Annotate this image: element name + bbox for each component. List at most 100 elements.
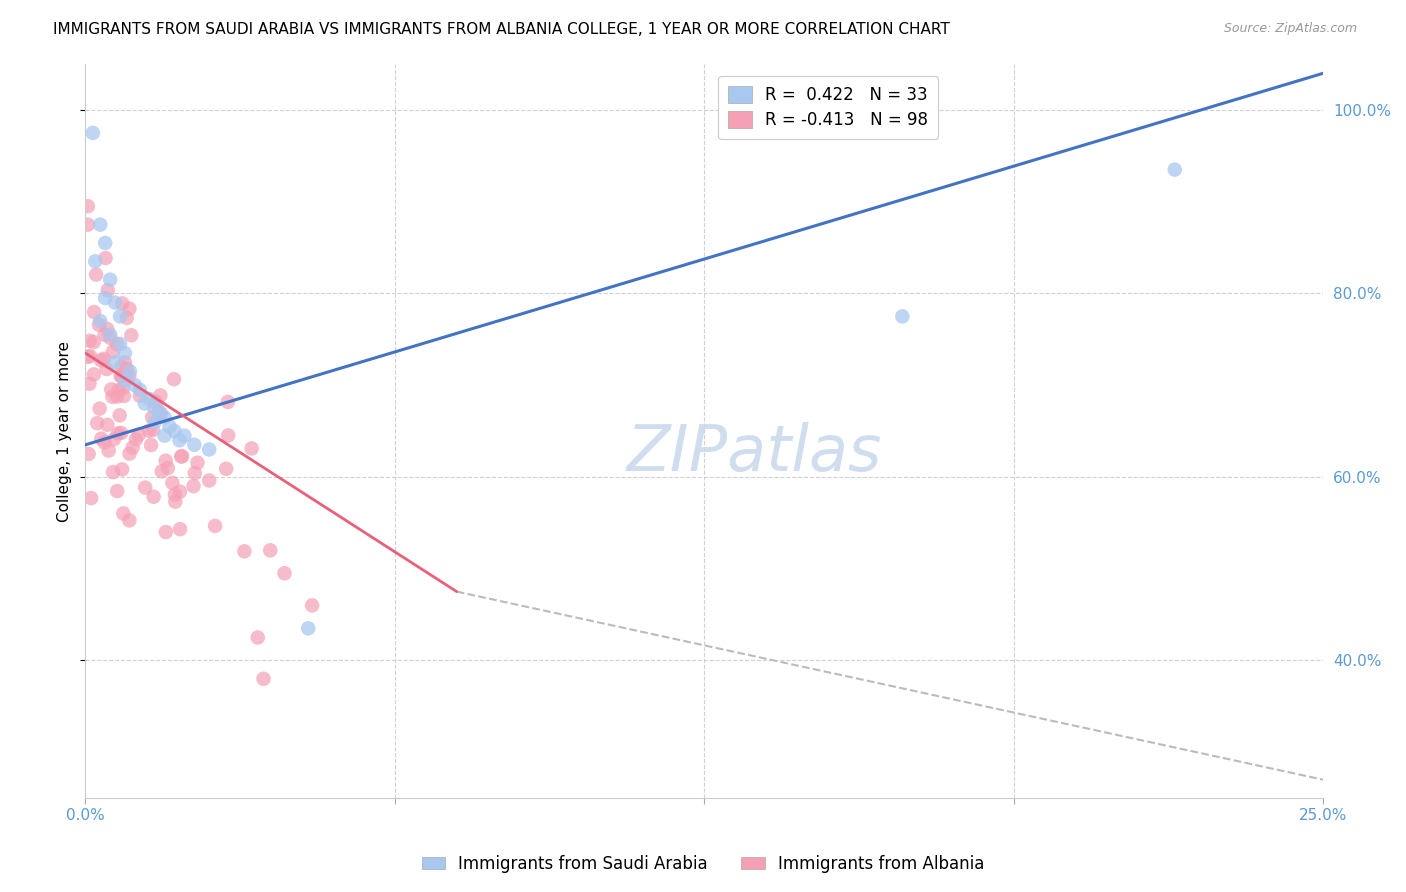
- Point: [77, 447, 100, 461]
- Point: [82, 126, 104, 140]
- Point: [143, 415, 166, 429]
- Point: [118, 447, 141, 461]
- Point: [108, 409, 131, 423]
- Point: [115, 361, 138, 376]
- Point: [94, 251, 117, 265]
- Point: [105, 337, 128, 351]
- Point: [89, 314, 111, 328]
- Point: [252, 672, 274, 686]
- Point: [125, 433, 148, 447]
- Point: [104, 295, 127, 310]
- Point: [107, 426, 129, 441]
- Point: [79, 334, 101, 348]
- Point: [104, 355, 127, 369]
- Point: [112, 367, 135, 381]
- Point: [94, 291, 117, 305]
- Legend: Immigrants from Saudi Arabia, Immigrants from Albania: Immigrants from Saudi Arabia, Immigrants…: [415, 848, 991, 880]
- Point: [105, 484, 128, 499]
- Point: [155, 453, 177, 467]
- Text: Source: ZipAtlas.com: Source: ZipAtlas.com: [1223, 22, 1357, 36]
- Point: [173, 428, 195, 442]
- Point: [240, 442, 263, 456]
- Point: [93, 327, 115, 342]
- Point: [145, 395, 167, 409]
- Point: [118, 369, 141, 384]
- Point: [86, 416, 108, 430]
- Point: [120, 328, 142, 343]
- Point: [129, 389, 152, 403]
- Point: [297, 621, 319, 635]
- Point: [184, 466, 207, 480]
- Point: [128, 383, 150, 397]
- Point: [89, 218, 111, 232]
- Point: [128, 427, 150, 442]
- Point: [84, 254, 107, 268]
- Point: [172, 450, 194, 464]
- Point: [98, 327, 121, 342]
- Point: [87, 318, 110, 332]
- Point: [111, 462, 134, 476]
- Point: [84, 268, 107, 282]
- Point: [139, 438, 162, 452]
- Point: [149, 388, 172, 402]
- Point: [103, 433, 125, 447]
- Point: [153, 428, 176, 442]
- Text: IMMIGRANTS FROM SAUDI ARABIA VS IMMIGRANTS FROM ALBANIA COLLEGE, 1 YEAR OR MORE : IMMIGRANTS FROM SAUDI ARABIA VS IMMIGRAN…: [53, 22, 950, 37]
- Point: [96, 322, 118, 336]
- Point: [183, 479, 205, 493]
- Point: [83, 368, 105, 382]
- Point: [111, 381, 134, 395]
- Point: [111, 296, 134, 310]
- Point: [163, 487, 186, 501]
- Point: [143, 401, 166, 416]
- Point: [150, 464, 173, 478]
- Point: [114, 355, 136, 369]
- Point: [139, 392, 162, 406]
- Point: [134, 396, 156, 410]
- Point: [301, 599, 323, 613]
- Point: [96, 417, 118, 432]
- Point: [118, 364, 141, 378]
- Point: [93, 435, 115, 450]
- Point: [80, 491, 103, 505]
- Point: [121, 441, 143, 455]
- Point: [273, 566, 295, 581]
- Point: [90, 432, 112, 446]
- Point: [259, 543, 281, 558]
- Point: [112, 507, 135, 521]
- Point: [198, 442, 221, 457]
- Point: [101, 465, 124, 479]
- Point: [112, 389, 135, 403]
- Point: [79, 349, 101, 363]
- Point: [94, 235, 117, 250]
- Point: [156, 461, 179, 475]
- Point: [110, 369, 132, 384]
- Point: [98, 273, 121, 287]
- Point: [1164, 162, 1187, 177]
- Point: [79, 376, 101, 391]
- Point: [134, 481, 156, 495]
- Point: [108, 310, 131, 324]
- Point: [142, 490, 165, 504]
- Point: [142, 423, 165, 437]
- Point: [155, 524, 177, 539]
- Point: [118, 513, 141, 527]
- Legend: R =  0.422   N = 33, R = -0.413   N = 98: R = 0.422 N = 33, R = -0.413 N = 98: [718, 76, 938, 139]
- Point: [89, 401, 111, 416]
- Point: [186, 456, 208, 470]
- Point: [148, 404, 170, 418]
- Point: [96, 362, 118, 376]
- Point: [100, 331, 122, 345]
- Point: [233, 544, 256, 558]
- Point: [83, 305, 105, 319]
- Point: [83, 334, 105, 349]
- Point: [149, 407, 172, 421]
- Point: [153, 410, 176, 425]
- Point: [111, 369, 134, 384]
- Point: [114, 374, 136, 388]
- Point: [107, 383, 129, 397]
- Point: [183, 438, 205, 452]
- Point: [101, 390, 124, 404]
- Point: [163, 424, 186, 438]
- Point: [76, 199, 98, 213]
